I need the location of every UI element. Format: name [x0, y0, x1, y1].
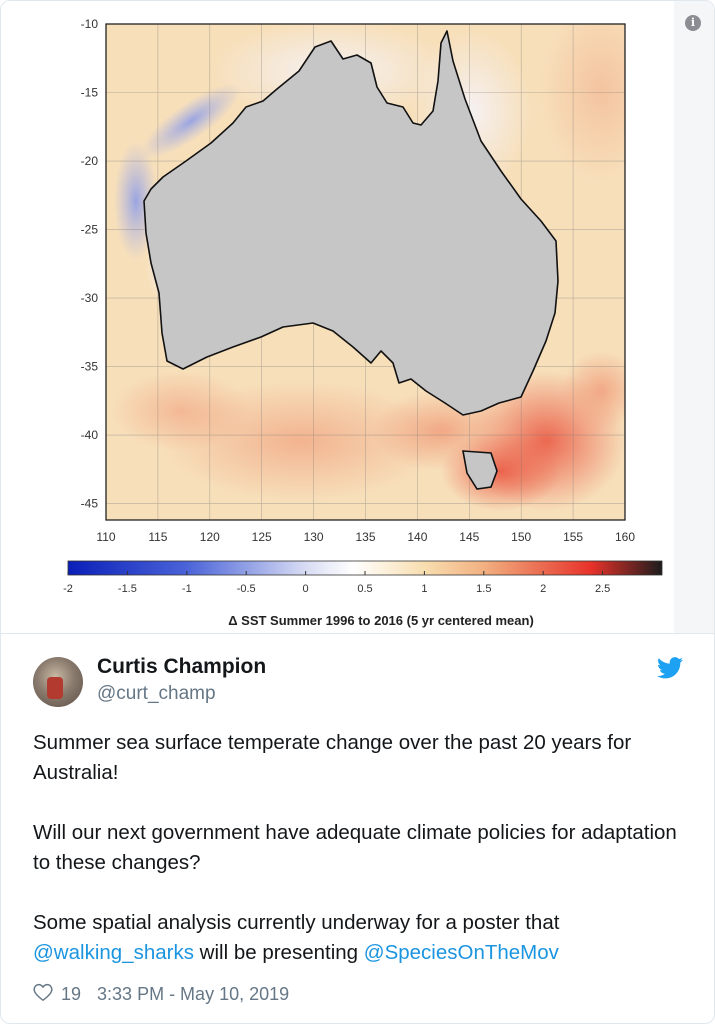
colorbar-tick-label: -2 — [63, 583, 73, 595]
y-tick-label: -10 — [81, 17, 99, 31]
colorbar-tick-label: 2.5 — [595, 583, 610, 595]
tweet-paragraph: Some spatial analysis currently underway… — [33, 908, 683, 968]
x-tick-label: 115 — [148, 530, 167, 544]
author-handle[interactable]: @curt_champ — [97, 683, 216, 704]
tasmania-land — [462, 450, 498, 490]
x-tick-label: 150 — [511, 530, 531, 544]
x-tick-label: 155 — [563, 530, 583, 544]
colorbar-tick-label: -0.5 — [237, 583, 256, 595]
tweet-media[interactable]: 110 115 120 125 130 135 140 145 150 155 160 -10 -15… — [1, 1, 714, 634]
avatar[interactable] — [33, 657, 83, 707]
tweet-footer: 19 3:33 PM - May 10, 2019 — [33, 983, 289, 1006]
y-tick-label: -15 — [81, 86, 99, 100]
x-tick-label: 160 — [615, 530, 635, 544]
heart-icon[interactable] — [33, 983, 53, 1006]
like-count[interactable]: 19 — [61, 984, 82, 1004]
tweet-paragraph: Summer sea surface temperate change over… — [33, 731, 632, 784]
y-axis: -10 -15 -20 -25 -30 -35 -40 -45 — [81, 17, 99, 511]
y-tick-label: -20 — [81, 154, 99, 168]
colorbar-tick-label: -1 — [182, 583, 192, 595]
text-span: Some spatial analysis currently underway… — [33, 911, 560, 934]
colorbar-tick-label: 1.5 — [476, 583, 491, 595]
x-tick-label: 145 — [459, 530, 479, 544]
x-tick-label: 135 — [355, 530, 375, 544]
colorbar-ticks: -2 -1.5 -1 -0.5 0 0.5 1 1.5 2 2.5 — [63, 571, 610, 595]
colorbar-tick-label: 0 — [303, 583, 309, 595]
colorbar-tick-label: 0.5 — [357, 583, 372, 595]
sst-map-chart: 110 115 120 125 130 135 140 145 150 155 160 -10-15… — [63, 17, 663, 628]
y-tick-label: -25 — [81, 223, 99, 237]
y-tick-label: -35 — [81, 360, 99, 374]
media-side-strip — [674, 1, 714, 633]
plot-frame — [105, 23, 626, 521]
x-tick-label: 130 — [304, 530, 324, 544]
text-span: will be presenting — [193, 941, 364, 964]
tweet-text: Summer sea surface temperate change over… — [33, 728, 683, 998]
colorbar-tick-label: -1.5 — [118, 583, 137, 595]
x-tick-label: 120 — [200, 530, 220, 544]
colorbar-label: Δ SST Summer 1996 to 2016 (5 yr centered… — [228, 613, 534, 628]
twitter-bird-icon[interactable] — [657, 657, 683, 684]
info-icon[interactable]: i — [685, 15, 701, 31]
x-tick-label: 110 — [96, 530, 115, 544]
y-tick-label: -30 — [81, 291, 99, 305]
x-tick-label: 140 — [407, 530, 427, 544]
author-name[interactable]: Curtis Champion — [97, 655, 267, 678]
timestamp[interactable]: 3:33 PM - May 10, 2019 — [97, 984, 290, 1004]
y-tick-label: -45 — [81, 497, 99, 511]
x-axis: 110 115 120 125 130 135 140 145 150 155 160 — [96, 530, 635, 544]
y-tick-label: -40 — [81, 428, 99, 442]
mention-link-species-on-the-move[interactable]: @SpeciesOnTheMov — [363, 941, 559, 964]
colorbar-tick-label: 1 — [421, 583, 427, 595]
x-tick-label: 125 — [252, 530, 272, 544]
tweet-paragraph: Will our next government have adequate c… — [33, 821, 677, 874]
mention-link-walking-sharks[interactable]: @walking_sharks — [33, 941, 194, 964]
colorbar-tick-label: 2 — [540, 583, 546, 595]
australia-land — [143, 30, 559, 416]
